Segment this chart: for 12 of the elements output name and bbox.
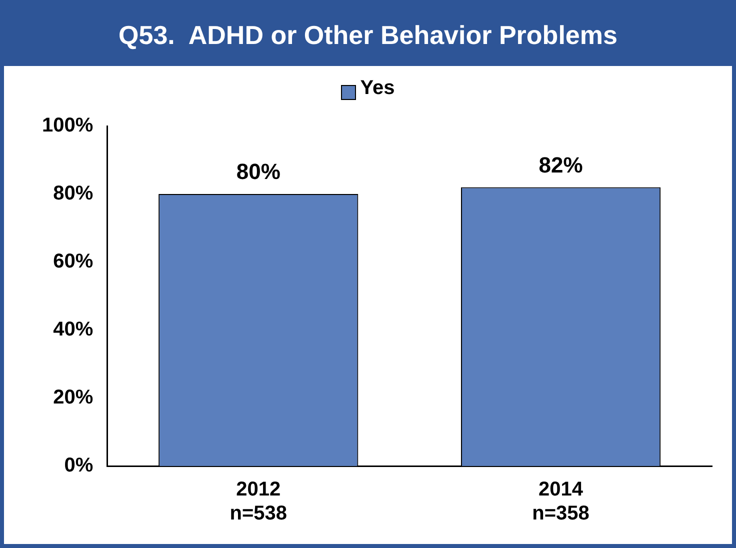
text: 82% bbox=[538, 152, 583, 178]
text: 80% bbox=[236, 159, 280, 184]
text: Yes bbox=[360, 77, 395, 100]
chart-title: Q53. ADHD or Other Behavior Problems bbox=[4, 4, 732, 66]
y-tick-label: 60% bbox=[53, 250, 94, 273]
x-tick-label: 2014 n=358 bbox=[532, 478, 590, 525]
y-tick-label: 20% bbox=[53, 386, 94, 409]
y-tick-label: 80% bbox=[53, 182, 94, 205]
x-tick-label: 2012 n=538 bbox=[230, 478, 287, 525]
y-tick-label: 0% bbox=[64, 454, 94, 477]
y-tick-label: 40% bbox=[53, 318, 94, 341]
y-tick-label: 100% bbox=[42, 114, 94, 137]
